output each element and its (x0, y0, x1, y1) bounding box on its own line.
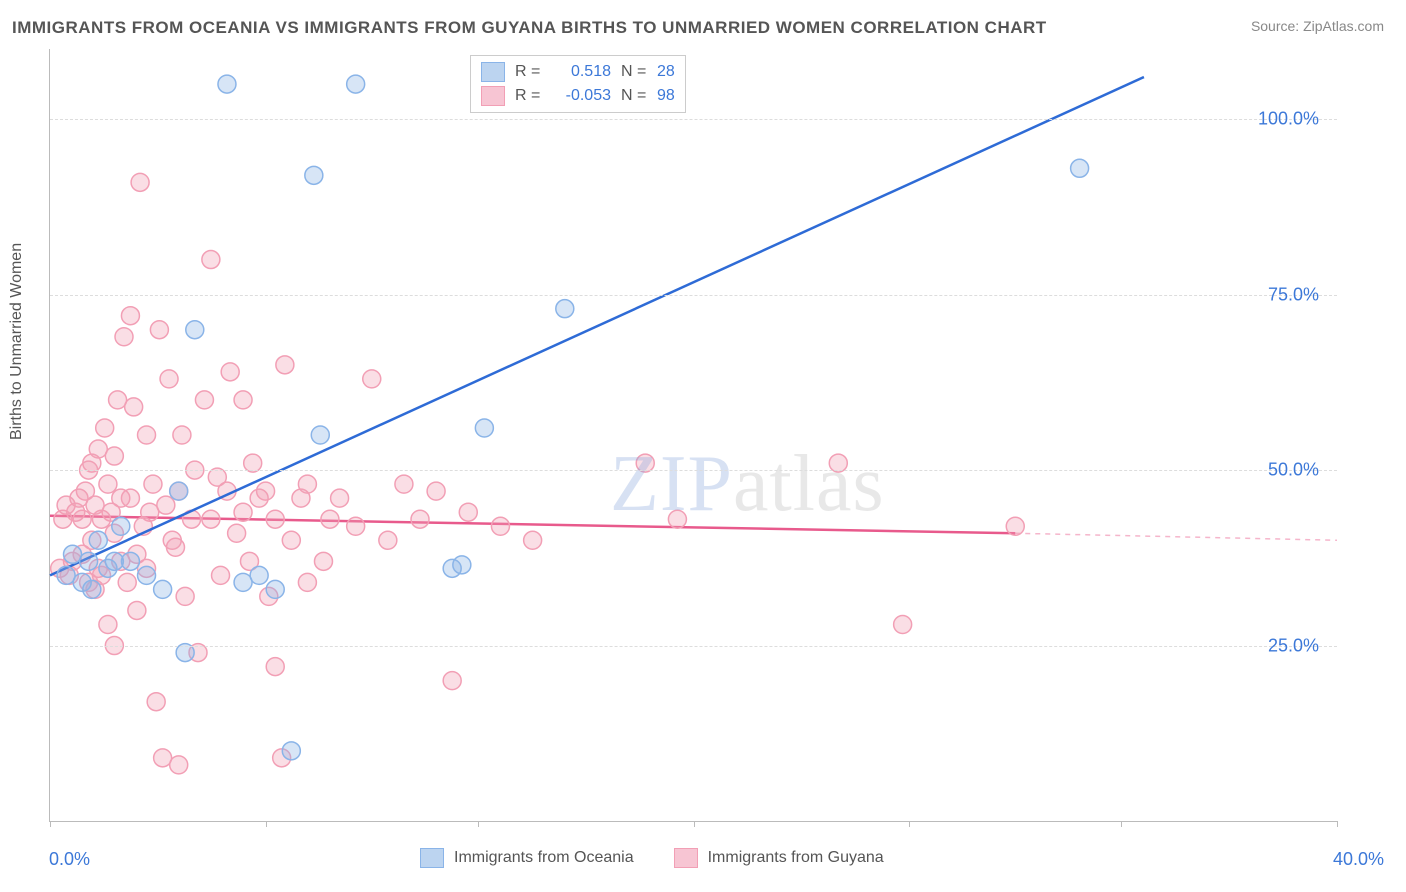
x-tick-right: 40.0% (1333, 849, 1384, 870)
x-tick (694, 821, 695, 827)
chart-svg (50, 49, 1337, 821)
y-axis-label: Births to Unmarried Women (8, 243, 26, 440)
chart-title: IMMIGRANTS FROM OCEANIA VS IMMIGRANTS FR… (12, 18, 1047, 38)
gridline (50, 295, 1337, 296)
chart-plot-area: ZIPatlas R = 0.518 N = 28 R = -0.053 N =… (49, 49, 1337, 822)
legend-label-oceania: Immigrants from Oceania (454, 849, 634, 867)
gridline (50, 646, 1337, 647)
legend-item-guyana: Immigrants from Guyana (674, 848, 884, 868)
x-tick (1337, 821, 1338, 827)
y-tick-label: 25.0% (1268, 635, 1319, 656)
legend-row-guyana: R = -0.053 N = 98 (481, 84, 675, 108)
n-label: N = (621, 87, 647, 105)
n-label: N = (621, 63, 647, 81)
correlation-legend: R = 0.518 N = 28 R = -0.053 N = 98 (470, 55, 686, 113)
r-label: R = (515, 63, 541, 81)
r-value-oceania: 0.518 (551, 63, 611, 81)
r-label: R = (515, 87, 541, 105)
x-tick (266, 821, 267, 827)
x-tick (1121, 821, 1122, 827)
x-tick (478, 821, 479, 827)
y-tick-label: 100.0% (1258, 109, 1319, 130)
x-tick (50, 821, 51, 827)
bottom-legend: Immigrants from Oceania Immigrants from … (420, 848, 884, 868)
x-tick (909, 821, 910, 827)
swatch-guyana (481, 86, 505, 106)
y-tick-label: 75.0% (1268, 284, 1319, 305)
swatch-oceania (481, 62, 505, 82)
n-value-guyana: 98 (657, 87, 675, 105)
x-tick-left: 0.0% (49, 849, 90, 870)
legend-label-guyana: Immigrants from Guyana (708, 849, 884, 867)
y-tick-label: 50.0% (1268, 460, 1319, 481)
swatch-oceania-bottom (420, 848, 444, 868)
n-value-oceania: 28 (657, 63, 675, 81)
legend-row-oceania: R = 0.518 N = 28 (481, 60, 675, 84)
r-value-guyana: -0.053 (551, 87, 611, 105)
gridline (50, 470, 1337, 471)
gridline (50, 119, 1337, 120)
legend-item-oceania: Immigrants from Oceania (420, 848, 634, 868)
source-label: Source: ZipAtlas.com (1251, 18, 1384, 34)
swatch-guyana-bottom (674, 848, 698, 868)
